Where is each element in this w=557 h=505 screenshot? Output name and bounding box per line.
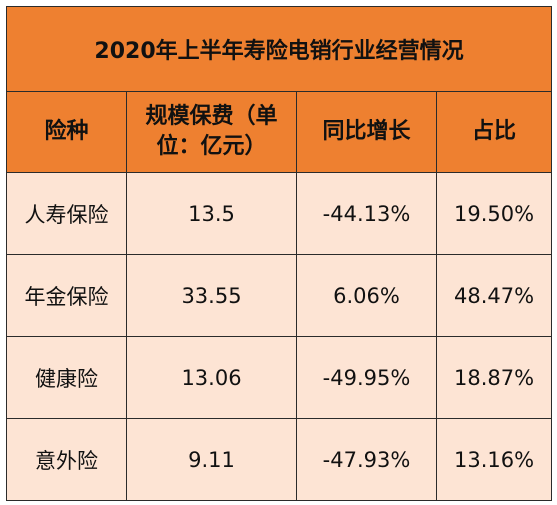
column-header-growth: 同比增长 (296, 91, 437, 173)
cell-growth: -44.13% (296, 172, 437, 255)
cell-premium: 9.11 (126, 418, 297, 501)
cell-type: 意外险 (6, 418, 127, 501)
table-row: 意外险 9.11 -47.93% 13.16% (6, 418, 553, 501)
table-title: 2020年上半年寿险电销行业经营情况 (5, 6, 553, 92)
table-container: 2020年上半年寿险电销行业经营情况 险种 规模保费（单位：亿元） 同比增长 占… (5, 6, 553, 501)
cell-growth: -47.93% (296, 418, 437, 501)
cell-growth: -49.95% (296, 336, 437, 419)
column-header-premium: 规模保费（单位：亿元） (126, 91, 297, 173)
cell-premium: 33.55 (126, 254, 297, 337)
cell-type: 年金保险 (6, 254, 127, 337)
table-row: 健康险 13.06 -49.95% 18.87% (6, 336, 553, 419)
cell-premium: 13.5 (126, 172, 297, 255)
cell-share: 19.50% (435, 172, 553, 255)
table-row: 年金保险 33.55 6.06% 48.47% (6, 254, 553, 337)
cell-growth: 6.06% (296, 254, 437, 337)
column-header-share: 占比 (435, 91, 553, 173)
cell-share: 18.87% (435, 336, 553, 419)
cell-type: 健康险 (6, 336, 127, 419)
cell-premium: 13.06 (126, 336, 297, 419)
column-header-type: 险种 (6, 91, 127, 173)
header-row: 险种 规模保费（单位：亿元） 同比增长 占比 (6, 91, 553, 173)
cell-share: 13.16% (435, 418, 553, 501)
cell-type: 人寿保险 (6, 172, 127, 255)
table-row: 人寿保险 13.5 -44.13% 19.50% (6, 172, 553, 255)
cell-share: 48.47% (435, 254, 553, 337)
data-table: 2020年上半年寿险电销行业经营情况 险种 规模保费（单位：亿元） 同比增长 占… (5, 6, 553, 501)
title-row: 2020年上半年寿险电销行业经营情况 (5, 6, 553, 92)
